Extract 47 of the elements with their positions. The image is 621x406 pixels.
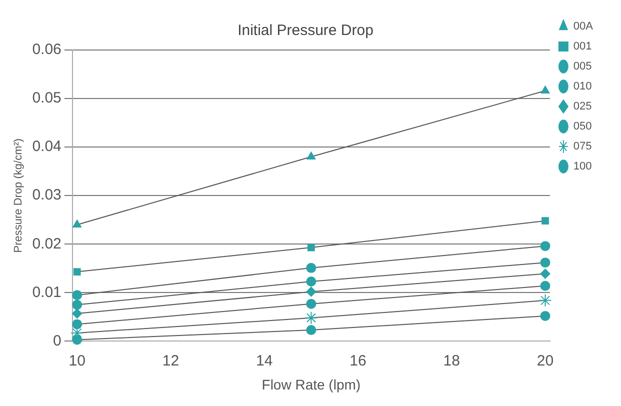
point — [72, 220, 82, 228]
y-tick-label: 0.05 — [32, 90, 62, 107]
point — [306, 298, 316, 309]
point — [540, 241, 550, 252]
point — [540, 268, 550, 279]
point — [540, 280, 550, 291]
point — [72, 300, 82, 310]
legend-label: 100 — [573, 160, 592, 173]
point — [306, 152, 316, 160]
point — [307, 244, 315, 252]
y-tick-label: 0.02 — [32, 235, 62, 252]
chart-title: Initial Pressure Drop — [238, 22, 374, 40]
point — [306, 262, 316, 273]
point — [304, 311, 318, 324]
legend-label: 005 — [573, 60, 592, 73]
point — [542, 217, 549, 225]
y-tick-label: 0.01 — [32, 284, 62, 301]
legend-label: 075 — [573, 140, 592, 153]
y-tick-label: 0 — [53, 332, 62, 350]
point — [306, 276, 316, 287]
point — [538, 294, 552, 307]
legend-label: 010 — [573, 80, 592, 93]
x-tick-label: 14 — [256, 352, 273, 370]
point — [73, 268, 81, 276]
y-tick-label: 0.03 — [32, 186, 62, 204]
point — [306, 286, 316, 297]
x-tick-label: 12 — [162, 352, 180, 370]
point — [540, 86, 550, 94]
x-axis-title: Flow Rate (lpm) — [262, 376, 361, 392]
point — [540, 258, 550, 268]
point — [70, 326, 84, 340]
point — [72, 308, 82, 319]
x-tick-label: 10 — [68, 352, 86, 370]
legend-label: 050 — [573, 120, 592, 133]
x-tick-label: 20 — [536, 352, 554, 370]
legend-label: 025 — [573, 100, 592, 113]
point — [540, 310, 550, 321]
point — [72, 319, 82, 330]
point — [306, 325, 316, 336]
legend-label: 001 — [573, 40, 592, 53]
y-tick-label: 0.06 — [32, 41, 62, 58]
point — [72, 290, 82, 300]
x-tick-label: 18 — [443, 352, 460, 370]
y-axis-title: Pressure Drop (kg/cm²) — [12, 138, 25, 253]
x-tick-label: 16 — [350, 352, 366, 370]
y-tick-label: 0.04 — [32, 138, 62, 156]
legend-label: 00A — [573, 20, 594, 33]
